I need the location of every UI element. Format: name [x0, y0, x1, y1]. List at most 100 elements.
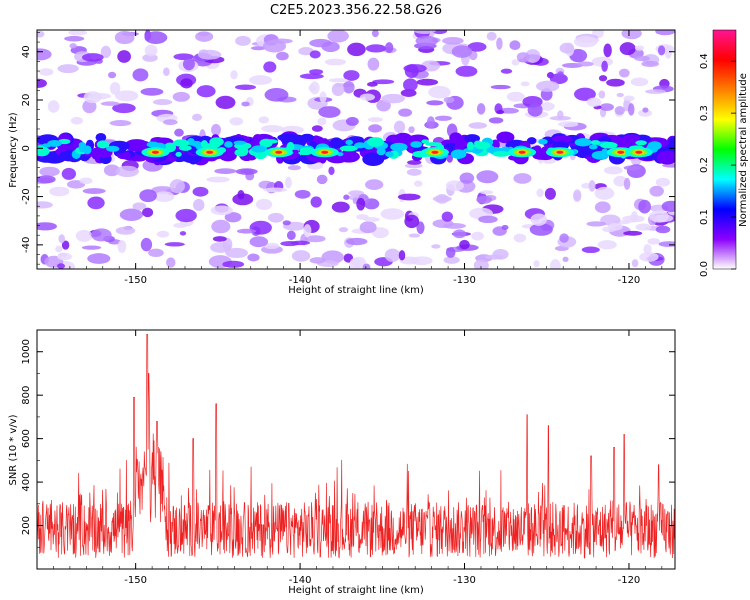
- noise-blob: [174, 128, 184, 137]
- noise-blob: [132, 202, 147, 211]
- noise-blob: [415, 35, 439, 46]
- noise-blob: [623, 230, 643, 236]
- band-blob: [277, 133, 300, 142]
- noise-blob: [83, 91, 102, 104]
- noise-blob: [225, 247, 248, 259]
- snr-line: [37, 333, 675, 559]
- noise-blob: [408, 126, 415, 134]
- noise-blob: [211, 123, 221, 136]
- colorbar-tick-label: 0.2: [699, 157, 710, 173]
- noise-blob: [647, 238, 661, 245]
- noise-blob: [316, 174, 328, 185]
- band-blob: [455, 139, 467, 148]
- figure-title: C2E5.2023.356.22.58.G26: [270, 3, 442, 18]
- noise-blob: [403, 64, 427, 73]
- band-blob-bright: [337, 152, 344, 157]
- noise-blob: [37, 222, 58, 231]
- band-blob-bright: [191, 140, 202, 148]
- noise-blob: [577, 61, 594, 67]
- noise-blob: [426, 100, 444, 106]
- band-blob-bright: [538, 138, 548, 145]
- noise-blob: [119, 208, 143, 221]
- snr-x-tick-label: -140: [289, 575, 312, 586]
- noise-blob: [573, 189, 582, 202]
- noise-blob: [549, 73, 568, 84]
- noise-blob: [559, 42, 575, 54]
- noise-blob: [345, 116, 359, 126]
- noise-blob: [641, 60, 660, 67]
- noise-blob: [222, 260, 245, 268]
- hot-spot-core: [431, 150, 439, 154]
- noise-blob: [117, 50, 131, 63]
- noise-blob: [192, 113, 203, 121]
- colorbar-tick-label: 0.0: [699, 261, 710, 277]
- band-blob: [668, 137, 675, 146]
- y-tick-label: 0: [21, 145, 32, 151]
- noise-blob: [364, 179, 384, 190]
- band-blob-bright: [106, 145, 120, 152]
- band-blob-bright: [466, 141, 474, 151]
- noise-blob: [197, 49, 222, 60]
- noise-blob: [549, 115, 572, 121]
- noise-blob: [613, 175, 628, 187]
- noise-blob: [434, 115, 452, 121]
- noise-blob: [627, 103, 635, 116]
- noise-blob: [75, 229, 93, 242]
- noise-blob: [211, 219, 231, 234]
- noise-blob: [614, 106, 625, 115]
- noise-blob: [235, 168, 258, 175]
- noise-blob: [214, 168, 237, 174]
- noise-blob: [324, 58, 346, 66]
- noise-blob: [109, 82, 121, 95]
- noise-blob: [328, 78, 349, 83]
- noise-blob: [287, 165, 301, 171]
- colorbar-tick-label: 0.4: [699, 53, 710, 69]
- noise-blob: [294, 189, 311, 199]
- noise-blob: [562, 256, 569, 262]
- noise-blob: [317, 117, 327, 126]
- noise-blob: [276, 51, 289, 61]
- noise-blob: [212, 236, 227, 242]
- band-blob-bright: [574, 138, 592, 147]
- noise-blob: [132, 68, 149, 82]
- noise-blob: [144, 44, 158, 57]
- noise-blob: [169, 179, 185, 194]
- noise-blob: [496, 37, 503, 50]
- band-blob-bright: [354, 142, 367, 149]
- noise-blob: [37, 78, 47, 88]
- band-blob: [300, 133, 315, 142]
- noise-blob: [428, 85, 451, 99]
- noise-blob: [623, 95, 635, 102]
- y-tick-label: -40: [21, 237, 32, 253]
- noise-blob: [39, 68, 54, 76]
- noise-blob: [109, 120, 132, 127]
- band-blob-bright: [425, 142, 442, 147]
- noise-blob: [57, 252, 72, 261]
- noise-blob: [576, 37, 600, 43]
- noise-blob: [182, 57, 195, 71]
- hot-spot-core: [321, 150, 329, 154]
- noise-blob: [210, 205, 233, 216]
- noise-blob: [492, 248, 509, 260]
- noise-blob: [139, 189, 157, 203]
- snr-ticks: -150 -140 -130 -120 200 400 600 800 1000: [21, 329, 675, 586]
- noise-blob: [384, 42, 394, 53]
- band-blob-bright: [474, 141, 491, 150]
- noise-blob: [431, 244, 441, 249]
- noise-blob: [100, 45, 112, 59]
- noise-blob: [173, 222, 188, 229]
- noise-blob: [263, 187, 288, 193]
- noise-blob: [321, 41, 340, 52]
- snr-y-tick-label: 400: [21, 473, 32, 492]
- noise-blob: [249, 75, 273, 85]
- noise-blob: [235, 84, 256, 90]
- noise-blob: [540, 102, 555, 111]
- noise-blob: [397, 193, 421, 201]
- noise-blob: [144, 31, 168, 44]
- noise-blob: [398, 108, 413, 117]
- noise-blob: [343, 194, 350, 200]
- noise-blob: [79, 177, 93, 185]
- noise-blob: [655, 30, 675, 36]
- noise-blob: [153, 191, 175, 202]
- noise-blob: [61, 167, 77, 180]
